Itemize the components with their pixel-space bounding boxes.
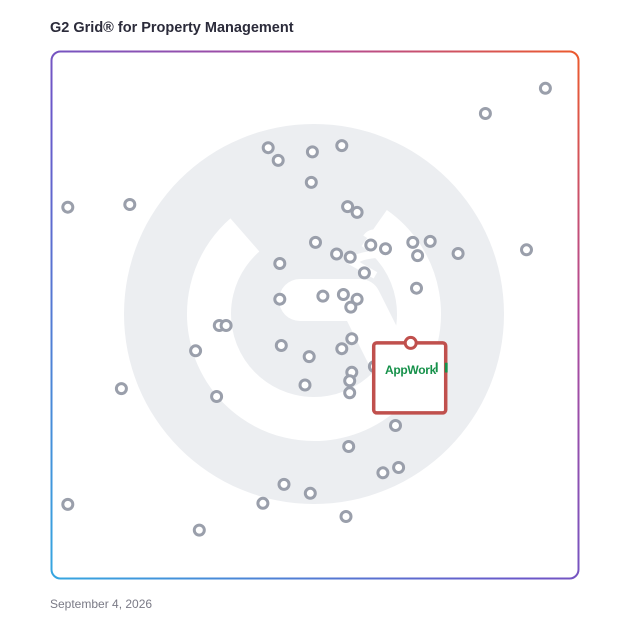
data-point[interactable] [410, 281, 423, 295]
data-point[interactable] [478, 107, 492, 120]
data-point[interactable] [339, 510, 353, 523]
data-point[interactable] [261, 141, 275, 155]
data-point[interactable] [345, 332, 359, 346]
data-point[interactable] [341, 200, 355, 214]
data-point[interactable] [335, 139, 349, 153]
data-point[interactable] [411, 249, 425, 263]
data-point[interactable] [309, 235, 322, 249]
data-point[interactable] [273, 292, 287, 306]
data-point[interactable] [210, 390, 224, 403]
data-point[interactable] [192, 523, 206, 537]
chart-date: September 4, 2026 [50, 597, 153, 611]
data-point[interactable] [189, 344, 203, 358]
chart-title: G2 Grid® for Property Management [50, 20, 294, 36]
data-point[interactable] [343, 250, 357, 264]
data-point[interactable] [273, 257, 287, 270]
data-point[interactable] [303, 486, 317, 500]
data-point[interactable] [330, 247, 344, 261]
data-point[interactable] [61, 200, 75, 214]
data-point[interactable] [376, 466, 390, 480]
data-point[interactable] [343, 374, 357, 388]
data-point[interactable] [343, 386, 357, 400]
data-point[interactable] [61, 497, 75, 511]
data-point[interactable] [256, 496, 270, 510]
bars-icon: ▎▐ [436, 363, 448, 372]
data-point[interactable] [335, 342, 349, 356]
data-point[interactable] [379, 242, 392, 256]
data-point[interactable] [302, 350, 316, 364]
data-point[interactable] [304, 175, 318, 189]
data-point[interactable] [364, 238, 378, 252]
data-point[interactable] [342, 440, 356, 453]
data-point[interactable] [344, 300, 358, 314]
data-point[interactable] [277, 477, 291, 491]
data-point[interactable] [423, 234, 437, 248]
data-point[interactable] [520, 243, 533, 257]
data-point[interactable] [350, 205, 364, 219]
data-point[interactable] [114, 382, 128, 396]
data-point[interactable] [451, 247, 465, 260]
data-point[interactable] [298, 378, 312, 392]
data-point[interactable] [389, 419, 402, 432]
data-point[interactable] [538, 81, 552, 95]
data-point[interactable] [123, 198, 137, 211]
appwork-logo-text: AppWork [385, 363, 437, 377]
highlight-marker[interactable] [371, 335, 448, 415]
data-point[interactable] [336, 288, 350, 301]
data-point[interactable] [305, 145, 319, 159]
data-point[interactable] [316, 289, 330, 303]
data-points [61, 81, 552, 537]
data-point[interactable] [274, 339, 288, 352]
data-point[interactable] [271, 153, 285, 167]
appwork-logo: AppWork▎▐ [385, 363, 448, 377]
grid-frame [50, 50, 580, 580]
data-point[interactable] [219, 319, 233, 332]
data-point[interactable] [392, 461, 406, 474]
data-point[interactable] [350, 292, 364, 306]
highlight-point[interactable] [403, 335, 418, 350]
data-point[interactable] [406, 235, 420, 249]
data-point[interactable] [357, 266, 371, 280]
highlight-box[interactable] [371, 341, 448, 415]
